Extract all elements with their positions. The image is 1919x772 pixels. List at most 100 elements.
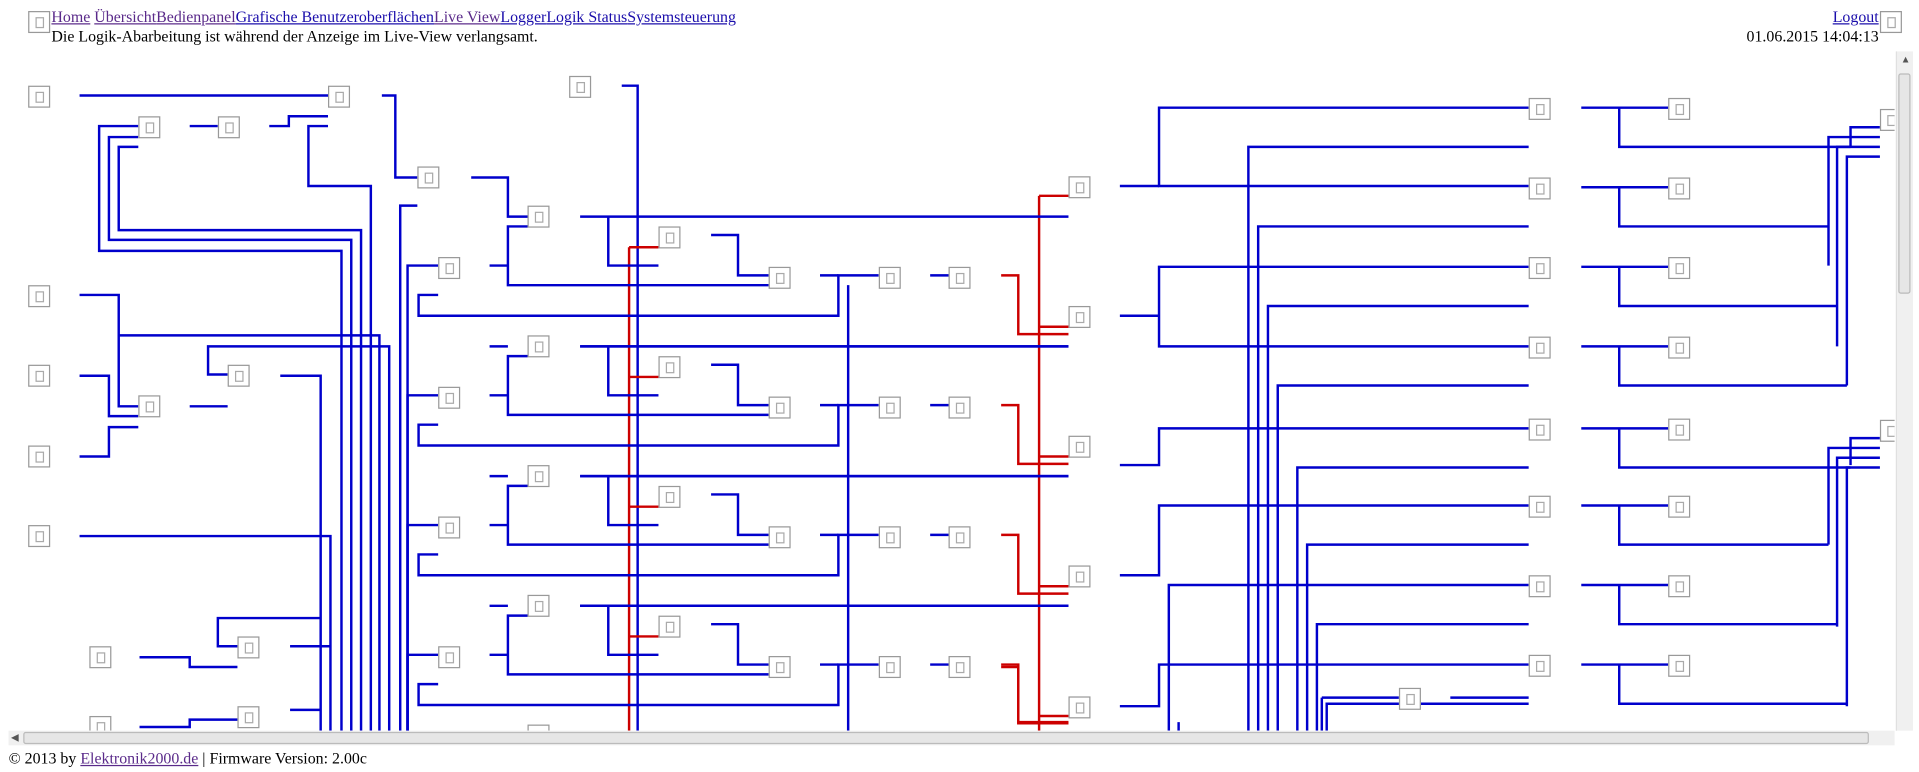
broken-image-icon	[1528, 495, 1551, 518]
wire	[1001, 665, 1069, 724]
wires	[79, 84, 1880, 731]
broken-image-icon	[217, 116, 240, 139]
wire	[1617, 266, 1838, 308]
wire	[711, 493, 769, 537]
horizontal-scroll-thumb[interactable]	[23, 731, 1869, 745]
wire	[406, 523, 439, 731]
broken-image-icon	[438, 516, 461, 539]
nav-logik-status[interactable]: Logik Status	[546, 7, 628, 26]
wire	[79, 293, 381, 731]
broken-image-icon	[237, 706, 260, 729]
nav-home[interactable]: Home	[51, 7, 91, 26]
broken-image-icon	[1068, 565, 1091, 588]
wire	[1315, 622, 1529, 731]
wire	[1617, 664, 1847, 705]
wire	[1849, 436, 1880, 466]
broken-image-icon	[527, 205, 550, 228]
nav-systemsteuerung[interactable]: Systemsteuerung	[627, 7, 736, 26]
wire	[711, 622, 769, 666]
broken-image-icon	[438, 646, 461, 669]
wire	[1617, 505, 1829, 546]
broken-image-icon	[438, 386, 461, 409]
wire	[1617, 346, 1847, 387]
broken-image-icon	[1879, 11, 1902, 34]
broken-image-icon	[1668, 654, 1691, 677]
wire	[1296, 466, 1529, 731]
wire	[1256, 225, 1529, 731]
broken-image-icon	[1668, 97, 1691, 120]
wire	[1001, 533, 1069, 595]
broken-image-icon	[237, 636, 260, 659]
wire	[1119, 504, 1529, 577]
wire	[406, 653, 439, 731]
wire	[1305, 543, 1529, 731]
wire	[1849, 126, 1880, 147]
wire	[1827, 446, 1880, 545]
broken-image-icon	[1668, 575, 1691, 598]
wire	[398, 204, 418, 731]
broken-image-icon	[28, 11, 51, 34]
broken-image-icon	[438, 257, 461, 280]
broken-image-icon	[768, 526, 791, 549]
broken-image-icon	[948, 396, 971, 419]
wire	[1001, 403, 1069, 466]
wire	[506, 354, 769, 417]
wire	[216, 616, 321, 648]
wire	[607, 605, 659, 657]
scroll-left-arrow-icon[interactable]: ◀	[11, 731, 19, 743]
wire	[1266, 304, 1529, 731]
main-navigation: Home ÜbersichtBedienpanelGrafische Benut…	[51, 7, 736, 27]
nav-bedienpanel[interactable]: Bedienpanel	[156, 7, 236, 26]
wire	[1001, 274, 1069, 336]
wire	[711, 363, 769, 407]
wire	[607, 216, 659, 267]
wire	[1119, 663, 1529, 708]
wire	[417, 663, 879, 707]
broken-image-icon	[227, 364, 250, 387]
wire	[139, 656, 238, 669]
logic-diagram	[0, 51, 1895, 731]
nav-grafische-benutzeroberflaechen[interactable]: Grafische Benutzeroberflächen	[235, 7, 435, 26]
broken-image-icon	[138, 116, 161, 139]
broken-image-icon	[658, 485, 681, 508]
logout-link[interactable]: Logout	[1832, 7, 1879, 26]
broken-image-icon	[1528, 257, 1551, 280]
elektronik2000-link[interactable]: Elektronik2000.de	[80, 749, 199, 768]
broken-image-icon	[1668, 336, 1691, 359]
broken-image-icon	[878, 396, 901, 419]
broken-image-icon	[328, 85, 351, 108]
wire	[1325, 702, 1529, 731]
wire	[1247, 145, 1529, 731]
broken-image-icon	[527, 724, 550, 731]
vertical-scrollbar[interactable]: ▲	[1895, 51, 1913, 731]
broken-image-icon	[28, 85, 51, 108]
broken-image-icon	[89, 646, 112, 669]
vertical-scroll-thumb[interactable]	[1898, 73, 1911, 294]
broken-image-icon	[28, 525, 51, 548]
broken-image-icon	[768, 266, 791, 289]
broken-image-icon	[768, 656, 791, 679]
horizontal-scrollbar[interactable]: ◀	[8, 730, 1895, 746]
broken-image-icon	[1879, 108, 1895, 131]
broken-image-icon	[1398, 687, 1421, 710]
broken-image-icon	[1528, 336, 1551, 359]
nav-live-view[interactable]: Live View	[434, 7, 501, 26]
broken-image-icon	[417, 166, 440, 189]
broken-image-icon	[878, 526, 901, 549]
broken-image-icon	[527, 335, 550, 358]
nav-logger[interactable]: Logger	[500, 7, 547, 26]
broken-image-icon	[878, 656, 901, 679]
wire	[1157, 265, 1529, 348]
broken-image-icon	[1068, 435, 1091, 458]
broken-image-icon	[1528, 97, 1551, 120]
wire	[506, 614, 769, 676]
wire	[307, 124, 373, 731]
scroll-up-arrow-icon[interactable]: ▲	[1900, 53, 1911, 65]
broken-image-icon	[948, 526, 971, 549]
broken-image-icon	[28, 285, 51, 308]
wire	[381, 94, 418, 179]
broken-image-icon	[1668, 257, 1691, 280]
nav-uebersicht[interactable]: Übersicht	[94, 7, 157, 26]
broken-image-icon	[569, 75, 592, 98]
